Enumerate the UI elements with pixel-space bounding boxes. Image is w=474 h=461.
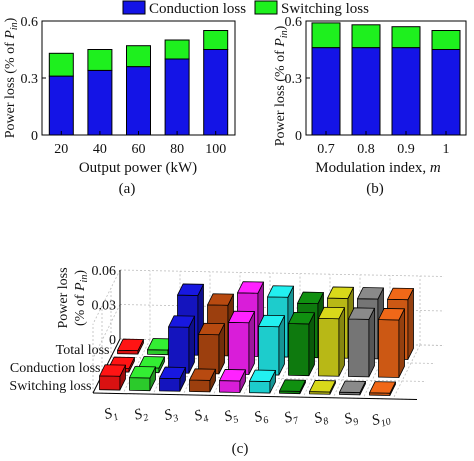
- legend: Conduction loss Switching loss: [122, 0, 369, 17]
- panel-c-bar-s1-switching: [99, 364, 126, 391]
- panel-0-bar-switching: [126, 45, 151, 68]
- panel-c-ztick-label: 0.03: [92, 299, 117, 314]
- panel-0-xtick-label: 40: [93, 142, 107, 157]
- panel-c-switch-label: S6: [252, 407, 270, 429]
- panel-c-axes: [92, 269, 445, 400]
- panel-0-xtick-label: 100: [205, 142, 226, 157]
- panel-b-xlabel: Modulation index, m: [315, 160, 441, 176]
- panel-a-xlabel: Output power (kW): [79, 160, 197, 176]
- legend-switching-swatch: [254, 0, 278, 15]
- panel-0-bar-conduction: [164, 58, 190, 136]
- panel-c-bar-s9-switching: [339, 380, 366, 396]
- panel-c-switch-label: S4: [192, 406, 210, 428]
- panel-c-ylabel-line2: (% of Pin): [73, 270, 90, 326]
- panel-b-chart: 00.30.60.7 0.8 0.9 1 Power loss (% of Pin) …: [273, 15, 467, 197]
- panel-c-bar-s4-conduction: [198, 322, 225, 375]
- panel-1-bar-conduction: [391, 47, 421, 136]
- panel-c-bar-s3-switching: [159, 366, 186, 392]
- panel-c-ztick-label: 0: [109, 333, 116, 348]
- panel-c-switch-label: S2: [132, 405, 150, 427]
- panel-c-bar-s2-switching: [129, 366, 156, 392]
- panel-c-switch-label: S9: [342, 409, 360, 431]
- panel-c-bar-s9-conduction: [348, 307, 375, 378]
- panel-c-labels: 0 0.03 0.06 Total loss Conduction loss Switch…: [9, 264, 393, 432]
- panel-c-switch-label: S1: [102, 404, 120, 426]
- panel-c-bar-s7-conduction: [288, 311, 315, 377]
- panel-c-gridline: [119, 269, 445, 277]
- panel-0-ytick-label: 0.3: [21, 72, 39, 87]
- panel-c-switch-label: S8: [312, 408, 330, 430]
- panel-c-bar-s8-switching: [309, 380, 336, 395]
- panel-c-bar-s3-conduction: [168, 315, 195, 374]
- panel-c-bar-s4-switching: [189, 368, 216, 393]
- panel-c-bars: [99, 281, 414, 396]
- panel-1-bar-switching: [351, 24, 381, 49]
- panel-c-bar-s6-switching: [249, 369, 276, 394]
- panel-c-row-label: Total loss: [56, 343, 110, 358]
- panel-1-xtick-label: 0.8: [357, 142, 375, 157]
- panel-a-ylabel: Power loss (% of Pin): [3, 17, 20, 138]
- panel-c-bar-s10-conduction: [378, 308, 405, 378]
- panel-c-switch-label: S5: [222, 406, 240, 428]
- panel-1-bar-switching: [431, 30, 461, 50]
- panel-c-switch-label: S7: [282, 407, 301, 429]
- panel-a-label: (a): [119, 181, 136, 197]
- panel-c-row-label: Conduction loss: [10, 361, 101, 376]
- panel-1-xtick-label: 0.9: [397, 142, 415, 157]
- legend-conduction-label: Conduction loss: [149, 1, 246, 17]
- panel-c-grid: [92, 269, 445, 400]
- panel-0-xtick-label: 80: [170, 142, 184, 157]
- panel-a-bars: [48, 30, 229, 136]
- panel-c-switch-label: S10: [370, 409, 393, 432]
- panel-0-bar-conduction: [126, 66, 151, 136]
- legend-switching-label: Switching loss: [281, 1, 369, 17]
- panel-c-row-label: Switching loss: [9, 379, 91, 394]
- panel-0-ytick-label: 0.6: [21, 15, 39, 30]
- panel-0-bar-conduction: [48, 75, 74, 136]
- panel-1-xtick-label: 1: [443, 142, 450, 157]
- legend-conduction-swatch: [122, 0, 146, 15]
- panel-c-chart: 0 0.03 0.06 Total loss Conduction loss Switch…: [9, 264, 445, 457]
- panel-b-label: (b): [366, 181, 384, 197]
- panel-c-bar-s5-switching: [219, 369, 246, 393]
- panel-c-bar-s10-switching: [369, 381, 396, 396]
- panel-1-xtick-label: 0.7: [317, 142, 335, 157]
- panel-1-bar-conduction: [351, 47, 381, 136]
- panel-0-bar-switching: [203, 30, 229, 50]
- panel-c-xaxis: [92, 392, 418, 400]
- panel-0-bar-conduction: [87, 69, 113, 136]
- panel-1-bar-switching: [311, 22, 341, 49]
- panel-a-axes: 0 0.3 0.6 20 40 60 80 100: [21, 15, 236, 157]
- panel-c-bar-s6-conduction: [258, 314, 285, 376]
- panel-1-bar-switching: [391, 26, 421, 49]
- panel-0-ytick-label: 0: [31, 129, 38, 144]
- panel-c-bar-s5-conduction: [228, 310, 255, 375]
- panel-0-bar-switching: [87, 49, 113, 71]
- panel-c-switch-label: S3: [162, 405, 180, 427]
- panel-0-xtick-label: 60: [132, 142, 146, 157]
- panel-c-bar-s7-switching: [279, 379, 306, 395]
- panel-1-bar-conduction: [431, 49, 461, 136]
- panel-c-bar-s1-total: [117, 338, 144, 355]
- panel-b-bars: [311, 22, 461, 136]
- panel-c-ztick-label: 0.06: [92, 264, 117, 279]
- panel-0-bar-switching: [164, 39, 190, 60]
- panel-b-ylabel: Power loss (% of Pin): [273, 25, 290, 146]
- panel-1-ytick-label: 0: [295, 129, 302, 144]
- panel-c-ylabel-line1: Power loss: [56, 267, 71, 328]
- panel-0-bar-switching: [48, 52, 74, 77]
- panel-c-label: (c): [232, 441, 249, 457]
- panel-1-ytick-label: 0.6: [285, 15, 303, 30]
- panel-c-bar-s8-conduction: [318, 306, 345, 377]
- panel-a-chart: 0 0.3 0.6 20 40 60 80 100 Power loss (% of Pin)…: [3, 15, 236, 197]
- panel-1-bar-conduction: [311, 47, 341, 136]
- panel-0-xtick-label: 20: [54, 142, 68, 157]
- panel-1-ytick-label: 0.3: [285, 72, 303, 87]
- panel-0-bar-conduction: [203, 49, 229, 136]
- panel-b-axes: 0 0.3 0.6 0.7 0.8 0.9 1: [285, 15, 467, 157]
